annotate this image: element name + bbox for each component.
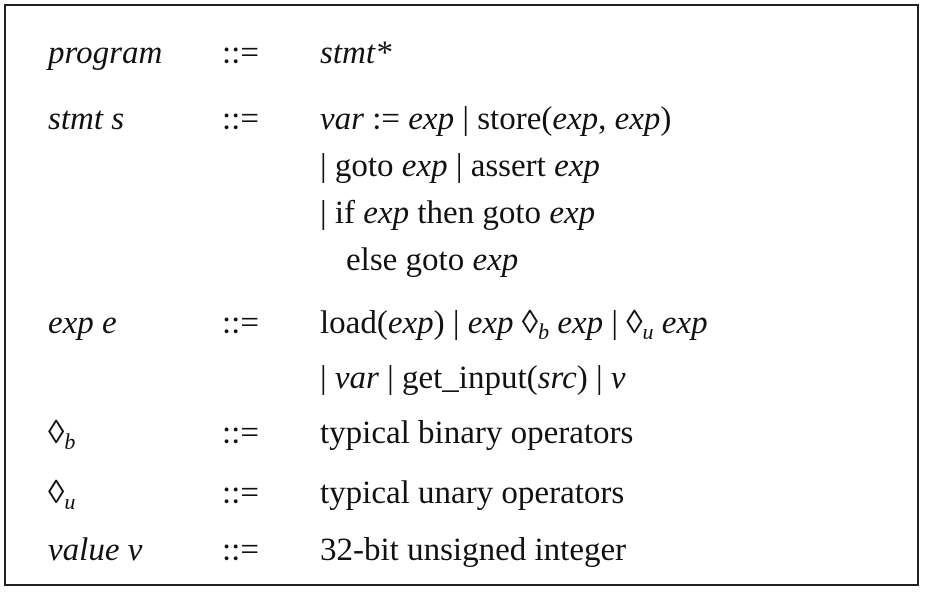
token-exp: exp <box>363 195 410 231</box>
stmt-line-4: else goto exp <box>320 237 671 284</box>
token-bar: | <box>320 148 327 184</box>
token-if: if <box>334 195 356 231</box>
token-exp: exp <box>557 305 604 341</box>
token-bar: | <box>611 305 618 341</box>
exp-lhs: exp e <box>48 300 117 347</box>
token-exp: exp <box>401 148 448 184</box>
token-bar: | <box>455 148 463 184</box>
token-exp: exp <box>467 305 514 341</box>
token-else-goto: else goto <box>346 242 465 278</box>
subscript-b: b <box>64 429 76 454</box>
diamond-icon: ◊ <box>48 415 65 451</box>
exp-line-1: load(exp) | exp ◊b exp | ◊u exp <box>320 300 708 355</box>
token-exp: exp <box>472 242 519 278</box>
stmt-rhs: var := exp | store(exp, exp) | goto exp … <box>320 96 671 284</box>
stmt-line-2: | goto exp | assert exp <box>320 143 671 190</box>
value-rhs: 32-bit unsigned integer <box>320 532 627 568</box>
token-assign: := <box>372 101 401 137</box>
exp-def: ::= <box>222 305 259 341</box>
exp-line-2: | var | get_input(src) | v <box>320 355 708 402</box>
exp-rhs: load(exp) | exp ◊b exp | ◊u exp | var | … <box>320 300 708 402</box>
token-exp: exp <box>552 101 599 137</box>
token-close: ) <box>576 360 588 396</box>
token-bar: | <box>595 360 603 396</box>
token-goto: goto <box>334 148 394 184</box>
token-exp: exp <box>387 305 434 341</box>
unop-def: ::= <box>222 475 259 511</box>
token-exp: exp <box>549 195 596 231</box>
token-then-goto: then goto <box>417 195 542 231</box>
diamond-icon: ◊ <box>521 305 539 341</box>
token-assert: assert <box>470 148 546 184</box>
stmt-line-1: var := exp | store(exp, exp) <box>320 96 671 143</box>
stmt-lhs: stmt s <box>48 96 124 143</box>
subscript-u: u <box>64 489 76 514</box>
token-comma: , <box>598 101 607 137</box>
token-get-input: get_input( <box>401 360 538 396</box>
token-close: ) <box>433 305 445 341</box>
token-bar: | <box>320 360 327 396</box>
token-store: store( <box>477 101 553 137</box>
value-lhs: value v <box>48 527 142 574</box>
exp-lhs-word: exp <box>48 305 94 341</box>
program-def: ::= <box>222 35 259 71</box>
token-exp: exp <box>614 101 661 137</box>
token-bar: | <box>462 101 469 137</box>
value-lhs-var: v <box>127 532 143 568</box>
program-lhs: program <box>48 35 163 71</box>
binop-lhs: ◊b <box>48 410 75 465</box>
program-rhs: stmt* <box>320 35 392 71</box>
token-close: ) <box>660 101 672 137</box>
token-v: v <box>610 360 626 396</box>
token-bar: | <box>452 305 460 341</box>
stmt-lhs-var: s <box>111 101 125 137</box>
diamond-icon: ◊ <box>626 305 643 341</box>
token-load: load( <box>320 305 388 341</box>
exp-lhs-var: e <box>102 305 117 341</box>
value-def: ::= <box>222 532 259 568</box>
binop-rhs: typical binary operators <box>320 415 634 451</box>
stmt-lhs-word: stmt <box>48 101 104 137</box>
token-exp: exp <box>554 148 600 184</box>
token-bar: | <box>387 360 394 396</box>
token-exp: exp <box>408 101 455 137</box>
diamond-icon: ◊ <box>48 475 65 511</box>
value-lhs-word: value <box>48 532 120 568</box>
token-var: var <box>334 360 379 396</box>
unop-lhs: ◊u <box>48 470 75 525</box>
stmt-line-3: | if exp then goto exp <box>320 190 671 237</box>
token-var: var <box>320 101 364 137</box>
binop-def: ::= <box>222 415 259 451</box>
token-exp: exp <box>661 305 708 341</box>
unop-rhs: typical unary operators <box>320 475 625 511</box>
token-src: src <box>537 360 577 396</box>
stmt-def: ::= <box>222 101 259 137</box>
subscript-b: b <box>538 319 550 344</box>
subscript-u: u <box>642 319 654 344</box>
grammar-box <box>4 4 919 586</box>
token-bar: | <box>320 195 327 231</box>
